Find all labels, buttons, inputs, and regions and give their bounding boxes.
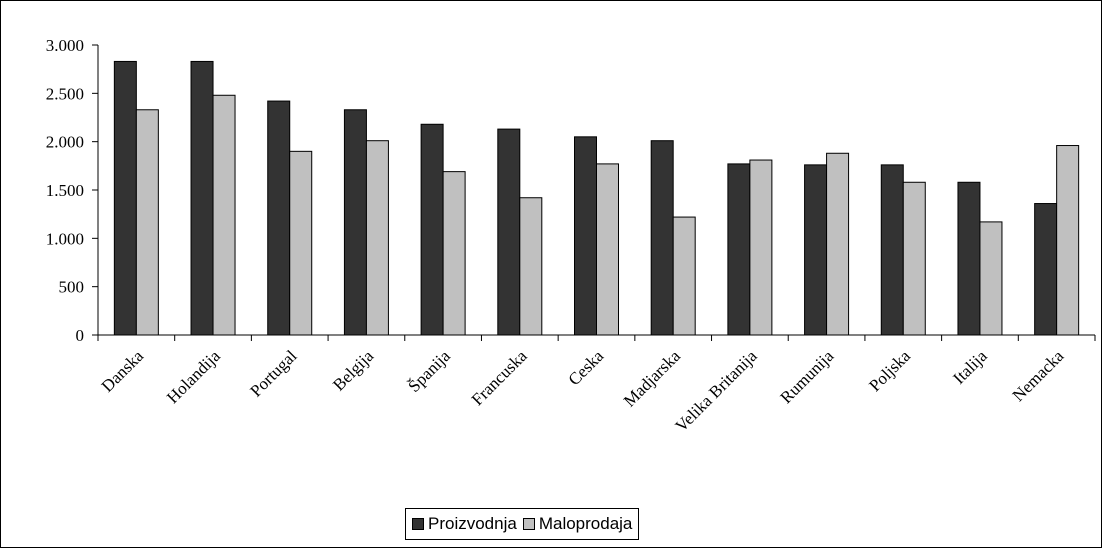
bar-maloprodaja-12 [1056,145,1080,336]
bar-maloprodaja-2 [289,150,313,336]
bar-maloprodaja-5 [519,197,543,336]
x-category-label: Rumunija [777,346,838,407]
bar-proizvodnja-7 [650,140,674,336]
bar-maloprodaja-3 [365,140,389,336]
x-category-label: Belgija [329,346,377,394]
x-category-label: Poljska [865,346,914,395]
x-category-label: Španija [404,346,454,396]
bar-maloprodaja-11 [979,221,1003,336]
bar-proizvodnja-9 [804,164,828,336]
bar-maloprodaja-4 [442,171,466,336]
x-category-label: Madjarska [620,346,684,410]
legend-label: Proizvodnja [428,514,517,533]
x-category-label: Velika Britanija [671,346,761,436]
x-category-label: Portugal [246,346,300,400]
bar-maloprodaja-6 [596,163,619,336]
bar-proizvodnja-1 [190,60,214,336]
bar-proizvodnja-12 [1034,203,1058,336]
bar-proizvodnja-5 [497,128,521,336]
bar-proizvodnja-3 [343,109,367,336]
legend: Proizvodnja Maloprodaja [405,508,640,540]
y-tick-label: 1.500 [46,181,84,200]
legend-item-maloprodaja: Maloprodaja [522,514,633,534]
bar-proizvodnja-10 [880,164,904,336]
y-tick-label: 500 [59,278,85,297]
legend-swatch [412,518,424,530]
legend-label: Maloprodaja [538,514,633,533]
bar-proizvodnja-2 [267,100,291,336]
bar-maloprodaja-1 [212,94,236,336]
bar-proizvodnja-0 [113,60,137,336]
legend-item-proizvodnja: Proizvodnja [412,514,517,534]
x-category-label: Ceska [565,346,608,389]
y-tick-label: 2.000 [46,133,84,152]
bar-maloprodaja-7 [672,216,696,336]
y-tick-label: 1.000 [46,229,84,248]
x-category-label: Francuska [468,346,531,409]
bar-proizvodnja-6 [574,136,597,336]
x-category-label: Danska [98,346,148,396]
x-category-label: Nemacka [1009,346,1068,405]
bar-proizvodnja-8 [727,163,751,336]
x-category-label: Holandija [163,346,224,407]
legend-swatch [522,518,535,530]
x-category-label: Italija [949,346,991,388]
bar-proizvodnja-11 [957,181,981,336]
y-tick-label: 2.500 [46,84,84,103]
bar-maloprodaja-8 [749,159,773,336]
bar-proizvodnja-4 [420,123,444,336]
bar-maloprodaja-10 [902,181,926,336]
bar-maloprodaja-9 [826,152,850,336]
y-tick-label: 3.000 [46,36,84,55]
bar-maloprodaja-0 [135,109,159,336]
y-tick-label: 0 [76,326,85,345]
